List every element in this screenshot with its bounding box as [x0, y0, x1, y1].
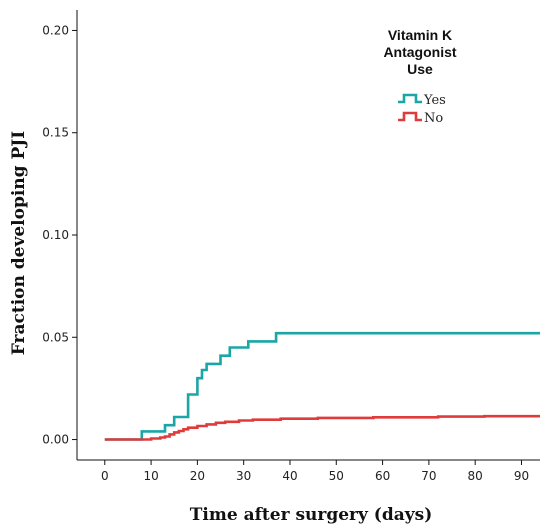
x-tick-label: 80 — [468, 469, 483, 483]
series-line-no — [104, 414, 540, 441]
x-tick-label: 20 — [190, 469, 205, 483]
x-tick-label: 40 — [282, 469, 297, 483]
legend: Vitamin K Antagonist Use Yes No — [383, 27, 456, 126]
y-tick-label: 0.05 — [42, 330, 69, 344]
y-axis-title: Fraction developing PJI — [9, 131, 29, 356]
series-layer — [104, 331, 540, 441]
x-tick-label: 0 — [101, 469, 109, 483]
legend-title-line-1: Vitamin K — [388, 27, 452, 43]
y-tick-label: 0.15 — [42, 126, 69, 140]
series-line-yes — [104, 331, 540, 441]
legend-title-line-3: Use — [407, 61, 433, 77]
x-axis-title: Time after surgery (days) — [190, 505, 432, 525]
x-tick-label: 10 — [143, 469, 158, 483]
legend-label-yes: Yes — [423, 93, 446, 108]
x-tick-label: 30 — [236, 469, 251, 483]
x-tick-label: 70 — [421, 469, 436, 483]
x-tick-label: 60 — [375, 469, 390, 483]
axes: 0.00 0.05 0.10 0.15 0.20 0 10 20 30 40 50 60 70 80 90 — [42, 10, 540, 483]
y-tick-label: 0.00 — [42, 433, 69, 447]
legend-symbol-yes — [398, 93, 422, 104]
legend-label-no: No — [424, 111, 443, 126]
legend-title-line-2: Antagonist — [383, 44, 456, 60]
legend-items: Yes No — [398, 93, 446, 126]
x-tick-label: 90 — [514, 469, 529, 483]
y-tick-label: 0.10 — [42, 228, 69, 242]
x-tick-label: 50 — [329, 469, 344, 483]
legend-symbol-no — [398, 111, 422, 122]
y-tick-label: 0.20 — [42, 23, 69, 37]
